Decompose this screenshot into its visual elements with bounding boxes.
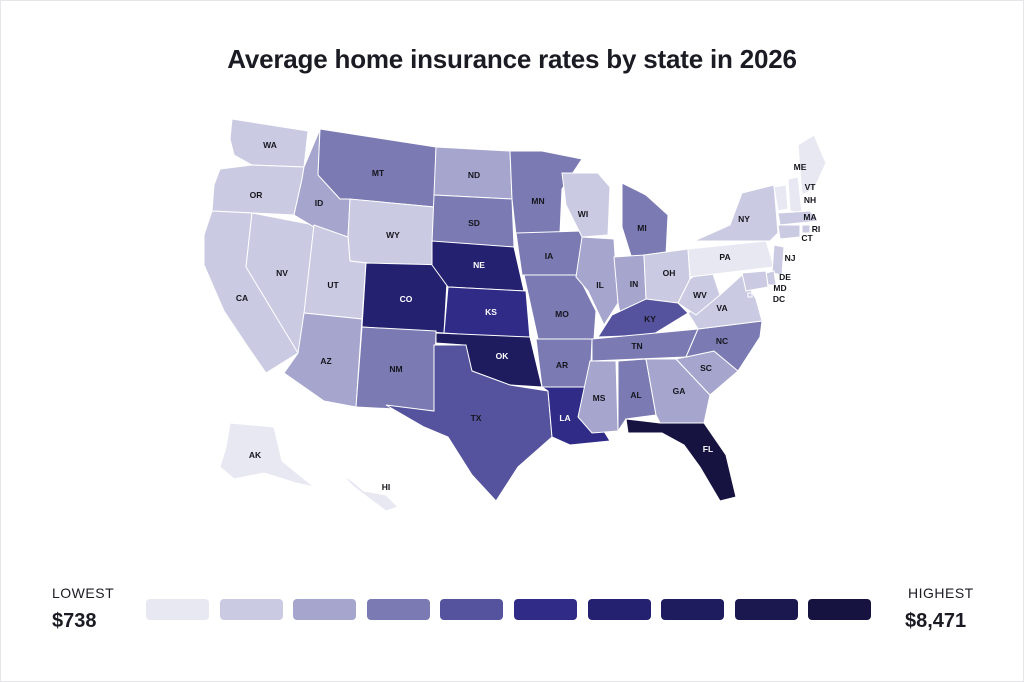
state-md	[741, 270, 769, 292]
legend-swatch-6	[514, 599, 577, 620]
state-label-wi: WI	[578, 209, 588, 219]
state-al	[617, 358, 657, 433]
state-label-de: DE	[779, 272, 791, 282]
legend-swatch-7	[587, 599, 651, 620]
state-label-pa: PA	[719, 252, 730, 262]
state-label-az: AZ	[320, 356, 331, 366]
state-mn	[509, 150, 583, 236]
state-label-nh: NH	[804, 195, 816, 205]
legend-high-label: HIGHEST	[908, 585, 974, 601]
state-label-me: ME	[794, 162, 807, 172]
state-ak	[219, 422, 315, 488]
state-label-ms: MS	[593, 393, 606, 403]
state-vt	[773, 184, 789, 212]
state-label-oh: OH	[663, 268, 676, 278]
state-label-nv: NV	[276, 268, 288, 278]
state-label-or: OR	[250, 190, 263, 200]
state-label-wv: WV	[693, 290, 707, 300]
state-label-tx: TX	[471, 413, 482, 423]
state-dc	[747, 292, 753, 298]
state-label-nj: NJ	[785, 253, 796, 263]
state-label-ny: NY	[738, 214, 750, 224]
state-label-ky: KY	[644, 314, 656, 324]
state-nj	[771, 244, 785, 276]
legend-swatch-2	[219, 599, 283, 620]
state-label-mt: MT	[372, 168, 385, 178]
state-label-sc: SC	[700, 363, 712, 373]
state-me	[797, 134, 827, 196]
state-label-ks: KS	[485, 307, 497, 317]
state-il	[575, 236, 619, 327]
legend-high-value: $8,471	[905, 610, 967, 632]
state-ma	[777, 210, 819, 226]
state-label-hi: HI	[382, 482, 391, 492]
state-label-mn: MN	[531, 196, 544, 206]
state-label-nd: ND	[468, 170, 480, 180]
state-label-md: MD	[773, 283, 786, 293]
state-label-sd: SD	[468, 218, 480, 228]
state-label-ut: UT	[327, 280, 339, 290]
legend-low-value: $738	[52, 610, 97, 632]
legend-color-scale	[146, 599, 874, 621]
legend-swatch-8	[661, 599, 725, 620]
legend-low-label: LOWEST	[52, 585, 115, 601]
state-label-il: IL	[596, 280, 604, 290]
state-fl	[625, 418, 737, 502]
map-title: Average home insurance rates by state in…	[227, 44, 797, 74]
legend-swatch-9	[734, 599, 798, 620]
state-label-ct: CT	[801, 233, 813, 243]
legend-swatch-10	[808, 599, 872, 620]
state-tx	[385, 344, 553, 502]
us-choropleth-map: WA OR CA NV ID MT WY UT AZ CO NM ND SD NE KS OK TX MN IA MO…	[203, 118, 827, 512]
legend-swatch-3	[293, 599, 357, 620]
state-label-wa: WA	[263, 140, 277, 150]
state-label-ne: NE	[473, 260, 485, 270]
legend-swatch-5	[440, 599, 504, 620]
state-label-ia: IA	[545, 251, 554, 261]
state-label-ak: AK	[249, 450, 262, 460]
state-wi	[561, 172, 611, 238]
state-label-va: VA	[716, 303, 727, 313]
state-label-vt: VT	[805, 182, 817, 192]
state-mo	[523, 274, 597, 340]
state-label-ok: OK	[496, 351, 510, 361]
state-hi	[341, 474, 399, 512]
state-ct	[777, 224, 801, 240]
state-label-wy: WY	[386, 230, 400, 240]
state-label-al: AL	[630, 390, 641, 400]
state-label-nm: NM	[389, 364, 402, 374]
state-ny	[693, 184, 779, 242]
legend-swatch-1	[146, 599, 209, 620]
state-label-ga: GA	[673, 386, 686, 396]
state-label-nc: NC	[716, 336, 728, 346]
state-label-dc: DC	[773, 294, 785, 304]
state-label-ca: CA	[236, 293, 248, 303]
state-label-fl: FL	[703, 444, 713, 454]
state-label-tn: TN	[631, 341, 642, 351]
state-label-ar: AR	[556, 360, 568, 370]
state-ri	[801, 224, 811, 234]
legend-swatch-4	[366, 599, 430, 620]
state-label-id: ID	[315, 198, 324, 208]
state-label-ma: MA	[803, 212, 816, 222]
state-ms	[577, 360, 619, 434]
state-label-co: CO	[400, 294, 413, 304]
state-label-ri: RI	[812, 224, 821, 234]
state-label-mo: MO	[555, 309, 569, 319]
state-label-la: LA	[559, 413, 570, 423]
state-nh	[787, 176, 803, 214]
state-mi	[621, 182, 669, 260]
state-wv	[677, 264, 721, 316]
state-label-mi: MI	[637, 223, 646, 233]
state-label-in: IN	[630, 279, 639, 289]
